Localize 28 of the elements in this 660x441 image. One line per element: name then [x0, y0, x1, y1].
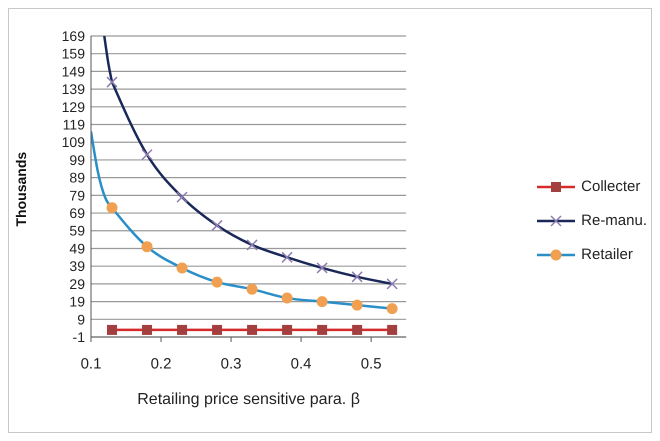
legend-label: Re-manu. [581, 212, 647, 229]
y-tick-label: 19 [69, 294, 86, 310]
y-tick-label: 119 [62, 116, 86, 132]
y-axis-title: Thousands [12, 152, 29, 226]
y-tick-label: 59 [69, 222, 86, 239]
y-tick-label: 9 [77, 311, 86, 328]
y-tick-label: 109 [62, 134, 86, 150]
y-tick-label: 149 [62, 63, 86, 80]
x-tick-label: 0.3 [220, 356, 242, 373]
y-tick-label: 49 [69, 240, 86, 256]
y-tick-label: 69 [69, 205, 86, 222]
legend-label: Retailer [581, 246, 633, 263]
x-tick-label: 0.2 [150, 356, 172, 373]
y-tick-label: 29 [69, 276, 86, 292]
x-tick-label: 0.1 [80, 356, 102, 373]
x-tick-label: 0.4 [290, 356, 312, 373]
y-tick-label: 159 [62, 46, 86, 62]
y-tick-label: 99 [69, 152, 86, 168]
y-tick-label: 129 [62, 98, 86, 115]
y-tick-label: -1 [72, 328, 86, 345]
y-tick-label: 39 [69, 258, 86, 274]
legend-label: Collecter [581, 178, 640, 195]
y-tick-label: 79 [69, 187, 86, 204]
y-tick-label: 139 [62, 81, 86, 98]
x-axis-title: Retailing price sensitive para. β [137, 391, 360, 408]
y-tick-label: 169 [62, 28, 86, 44]
x-tick-label: 0.5 [360, 356, 382, 373]
y-tick-label: 89 [69, 170, 86, 186]
